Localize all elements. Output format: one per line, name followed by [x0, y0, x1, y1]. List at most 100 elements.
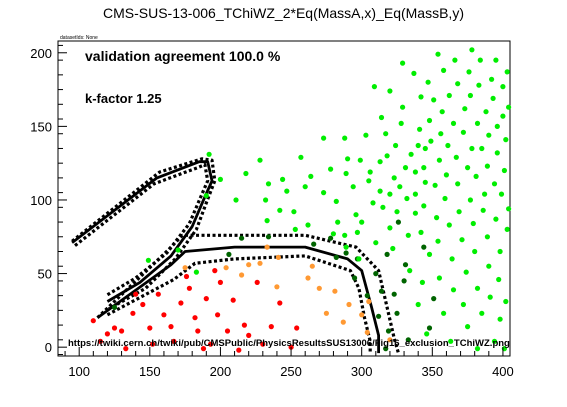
- data-point-3: [494, 150, 500, 156]
- data-point-3: [450, 120, 457, 126]
- data-point-3: [501, 167, 507, 174]
- data-point-3: [415, 301, 421, 308]
- data-point-0: [178, 300, 184, 306]
- data-point-3: [422, 179, 428, 185]
- data-point-3: [371, 84, 377, 90]
- data-point-3: [498, 191, 505, 197]
- data-point-0: [150, 341, 156, 347]
- data-point-0: [294, 325, 300, 331]
- data-point-3: [472, 248, 478, 255]
- data-point-3: [463, 269, 469, 275]
- data-point-3: [377, 159, 383, 165]
- data-point-3: [479, 145, 485, 152]
- data-point-3: [469, 145, 475, 152]
- data-point-3: [504, 69, 510, 75]
- data-point-3: [489, 76, 495, 82]
- data-point-3: [390, 245, 396, 252]
- data-point-3: [298, 154, 304, 160]
- data-point-3: [377, 188, 383, 194]
- data-point-2: [111, 304, 118, 310]
- data-point-3: [425, 79, 431, 85]
- data-point-0: [119, 328, 125, 334]
- data-point-3: [494, 123, 500, 129]
- dataset-label: datasetIds: None: [60, 35, 98, 41]
- data-point-0: [155, 291, 161, 297]
- data-point-3: [302, 184, 308, 190]
- data-point-2: [421, 244, 427, 250]
- figure-url: https://twiki.cern.ch/twiki/pub/CMSPubli…: [68, 338, 510, 349]
- data-point-3: [217, 176, 223, 182]
- data-point-3: [405, 232, 411, 238]
- data-point-3: [431, 97, 437, 103]
- data-point-3: [370, 200, 376, 206]
- data-point-3: [474, 346, 481, 352]
- data-point-2: [383, 346, 389, 352]
- contour-upper: [96, 233, 400, 354]
- data-point-0: [97, 338, 103, 344]
- data-point-3: [422, 145, 428, 152]
- data-point-0: [186, 285, 192, 291]
- data-point-3: [393, 142, 399, 149]
- contour-main: [96, 245, 381, 354]
- data-point-3: [412, 210, 418, 216]
- data-point-2: [226, 251, 232, 257]
- data-point-3: [383, 131, 389, 137]
- data-point-3: [435, 51, 441, 57]
- data-point-1: [257, 260, 263, 266]
- data-point-3: [387, 88, 393, 94]
- data-point-3: [343, 244, 349, 250]
- data-point-0: [217, 279, 223, 285]
- data-point-3: [500, 84, 506, 90]
- data-point-3: [452, 57, 458, 63]
- data-point-3: [363, 132, 369, 138]
- data-point-3: [175, 247, 181, 253]
- data-point-3: [476, 82, 482, 88]
- data-point-2: [391, 291, 397, 297]
- data-point-3: [455, 81, 461, 87]
- data-point-0: [140, 301, 146, 308]
- data-point-3: [493, 57, 499, 63]
- data-point-3: [445, 142, 451, 149]
- data-point-3: [504, 226, 510, 232]
- data-point-3: [450, 287, 457, 293]
- data-point-3: [434, 215, 440, 221]
- data-point-3: [367, 169, 373, 175]
- data-point-3: [487, 294, 493, 300]
- y-tick-label: 50: [38, 267, 52, 282]
- data-point-3: [456, 209, 462, 215]
- data-point-3: [400, 104, 406, 110]
- data-point-0: [195, 328, 201, 334]
- data-point-3: [400, 60, 406, 66]
- data-point-3: [496, 276, 502, 283]
- data-point-3: [453, 154, 459, 160]
- x-tick-label: 200: [210, 364, 232, 379]
- data-point-3: [277, 207, 283, 213]
- data-point-3: [305, 222, 311, 228]
- data-point-3: [243, 170, 249, 177]
- data-point-3: [474, 285, 481, 291]
- y-tick-label: 0: [45, 340, 52, 355]
- data-point-0: [254, 279, 260, 285]
- data-point-3: [446, 222, 452, 228]
- data-point-3: [491, 338, 498, 344]
- data-point-3: [469, 47, 475, 53]
- data-point-1: [316, 285, 322, 291]
- data-point-2: [352, 275, 358, 281]
- data-point-3: [477, 57, 483, 63]
- data-point-0: [230, 297, 236, 303]
- data-point-0: [260, 341, 266, 347]
- x-tick-label: 400: [492, 364, 514, 379]
- data-point-3: [193, 269, 199, 275]
- data-point-3: [466, 69, 472, 75]
- plot-frame: [57, 40, 511, 357]
- data-point-2: [239, 235, 245, 241]
- y-tick-label: 200: [30, 46, 52, 61]
- data-point-3: [359, 219, 365, 225]
- data-point-2: [394, 310, 400, 316]
- data-point-2: [385, 328, 392, 334]
- x-tick-label: 300: [351, 364, 373, 379]
- data-point-3: [412, 169, 418, 175]
- data-point-3: [328, 166, 334, 172]
- data-point-0: [130, 310, 136, 316]
- data-point-3: [474, 120, 481, 126]
